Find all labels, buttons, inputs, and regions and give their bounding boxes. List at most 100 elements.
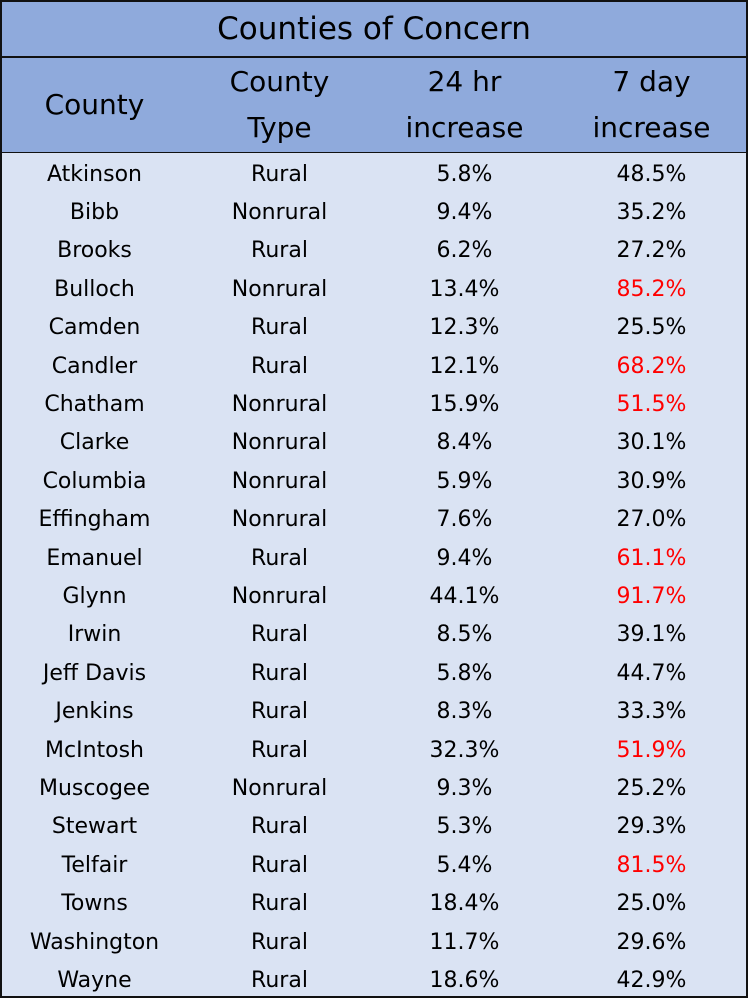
- header-24hr-line2: increase: [405, 111, 524, 144]
- increase-7day-cell: 68.2%: [616, 353, 687, 379]
- county-cell: Jeff Davis: [42, 660, 147, 686]
- county-type-cell: Rural: [251, 929, 308, 955]
- increase-24hr-cell: 5.4%: [436, 852, 493, 878]
- table-row: Candler Rural 12.1% 68.2%: [2, 347, 746, 385]
- county-cell: Glynn: [62, 583, 127, 609]
- table-row: Emanuel Rural 9.4% 61.1%: [2, 539, 746, 577]
- county-type-cell: Rural: [251, 660, 308, 686]
- header-county-type-line1: County: [229, 65, 330, 98]
- table-header: County County Type 24 hr increase 7 day …: [2, 58, 746, 153]
- increase-24hr-cell: 5.8%: [436, 161, 493, 187]
- increase-7day-cell: 30.9%: [616, 468, 687, 494]
- increase-7day-cell: 25.2%: [616, 775, 687, 801]
- county-cell: Stewart: [51, 814, 138, 840]
- county-cell: Emanuel: [46, 545, 143, 571]
- table-row: Atkinson Rural 5.8% 48.5%: [2, 155, 746, 193]
- county-cell: Wayne: [57, 967, 132, 993]
- increase-7day-cell: 27.0%: [616, 507, 687, 533]
- county-cell: Clarke: [59, 430, 130, 456]
- increase-7day-cell: 42.9%: [616, 967, 687, 993]
- county-type-cell: Rural: [251, 852, 308, 878]
- increase-7day-cell: 91.7%: [616, 583, 687, 609]
- increase-24hr-cell: 7.6%: [436, 507, 493, 533]
- increase-24hr-cell: 8.5%: [436, 622, 493, 648]
- table-title: Counties of Concern: [2, 2, 746, 58]
- increase-24hr-cell: 13.4%: [429, 276, 500, 302]
- county-cell: Washington: [29, 929, 160, 955]
- county-cell: Jenkins: [55, 699, 134, 725]
- county-type-cell: Rural: [251, 967, 308, 993]
- county-type-cell: Nonrural: [231, 583, 328, 609]
- header-county-type-line2: Type: [247, 111, 312, 144]
- county-type-cell: Nonrural: [231, 276, 328, 302]
- increase-24hr-cell: 5.9%: [436, 468, 493, 494]
- county-type-cell: Nonrural: [231, 392, 328, 418]
- county-type-cell: Nonrural: [231, 430, 328, 456]
- table-row: Irwin Rural 8.5% 39.1%: [2, 616, 746, 654]
- county-type-cell: Rural: [251, 315, 308, 341]
- county-cell: Effingham: [38, 507, 151, 533]
- increase-24hr-cell: 5.3%: [436, 814, 493, 840]
- increase-24hr-cell: 8.4%: [436, 430, 493, 456]
- county-cell: Bulloch: [54, 276, 135, 302]
- county-type-cell: Rural: [251, 353, 308, 379]
- increase-24hr-cell: 9.4%: [436, 200, 493, 226]
- increase-7day-cell: 25.5%: [616, 315, 687, 341]
- table-row: Effingham Nonrural 7.6% 27.0%: [2, 501, 746, 539]
- table-row: Brooks Rural 6.2% 27.2%: [2, 232, 746, 270]
- increase-7day-cell: 81.5%: [616, 852, 687, 878]
- table-row: Camden Rural 12.3% 25.5%: [2, 309, 746, 347]
- header-7day-line1: 7 day: [612, 65, 691, 98]
- increase-7day-cell: 29.3%: [616, 814, 687, 840]
- county-type-cell: Rural: [251, 545, 308, 571]
- county-type-cell: Rural: [251, 699, 308, 725]
- county-type-cell: Rural: [251, 238, 308, 264]
- table-row: Wayne Rural 18.6% 42.9%: [2, 961, 746, 999]
- increase-7day-cell: 35.2%: [616, 200, 687, 226]
- table-row: Washington Rural 11.7% 29.6%: [2, 923, 746, 961]
- county-cell: Candler: [51, 353, 138, 379]
- increase-7day-cell: 27.2%: [616, 238, 687, 264]
- header-24hr-line1: 24 hr: [427, 65, 502, 98]
- county-cell: McIntosh: [45, 737, 144, 763]
- table-row: Stewart Rural 5.3% 29.3%: [2, 808, 746, 846]
- header-county: County: [2, 58, 187, 152]
- header-7day-line2: increase: [592, 111, 711, 144]
- increase-24hr-cell: 32.3%: [429, 737, 500, 763]
- table-row: Glynn Nonrural 44.1% 91.7%: [2, 577, 746, 615]
- increase-24hr-cell: 12.3%: [429, 315, 500, 341]
- county-cell: Bibb: [69, 200, 120, 226]
- table-row: Bulloch Nonrural 13.4% 85.2%: [2, 270, 746, 308]
- increase-24hr-cell: 18.4%: [429, 891, 500, 917]
- table-row: McIntosh Rural 32.3% 51.9%: [2, 731, 746, 769]
- increase-24hr-cell: 6.2%: [436, 238, 493, 264]
- county-type-cell: Rural: [251, 814, 308, 840]
- county-cell: Columbia: [42, 468, 147, 494]
- increase-24hr-cell: 8.3%: [436, 699, 493, 725]
- county-type-cell: Rural: [251, 737, 308, 763]
- table-row: Chatham Nonrural 15.9% 51.5%: [2, 385, 746, 423]
- county-cell: Brooks: [57, 238, 132, 264]
- table-body: Atkinson Rural 5.8% 48.5% Bibb Nonrural 9.4% 35…: [2, 153, 746, 1000]
- county-type-cell: Nonrural: [231, 775, 328, 801]
- county-cell: Irwin: [67, 622, 122, 648]
- county-type-cell: Nonrural: [231, 468, 328, 494]
- county-cell: Camden: [48, 315, 141, 341]
- table-row: Jenkins Rural 8.3% 33.3%: [2, 692, 746, 730]
- increase-7day-cell: 39.1%: [616, 622, 687, 648]
- increase-7day-cell: 30.1%: [616, 430, 687, 456]
- table-row: Telfair Rural 5.4% 81.5%: [2, 846, 746, 884]
- county-type-cell: Rural: [251, 161, 308, 187]
- increase-7day-cell: 85.2%: [616, 276, 687, 302]
- county-cell: Telfair: [61, 852, 128, 878]
- table-row: Columbia Nonrural 5.9% 30.9%: [2, 462, 746, 500]
- increase-7day-cell: 33.3%: [616, 699, 687, 725]
- county-cell: Muscogee: [39, 775, 150, 801]
- header-county-label: County: [44, 88, 145, 121]
- header-24hr-increase: 24 hr increase: [372, 58, 557, 152]
- increase-24hr-cell: 15.9%: [429, 392, 500, 418]
- increase-24hr-cell: 18.6%: [429, 967, 500, 993]
- county-type-cell: Rural: [251, 891, 308, 917]
- county-type-cell: Nonrural: [231, 200, 328, 226]
- county-type-cell: Nonrural: [231, 507, 328, 533]
